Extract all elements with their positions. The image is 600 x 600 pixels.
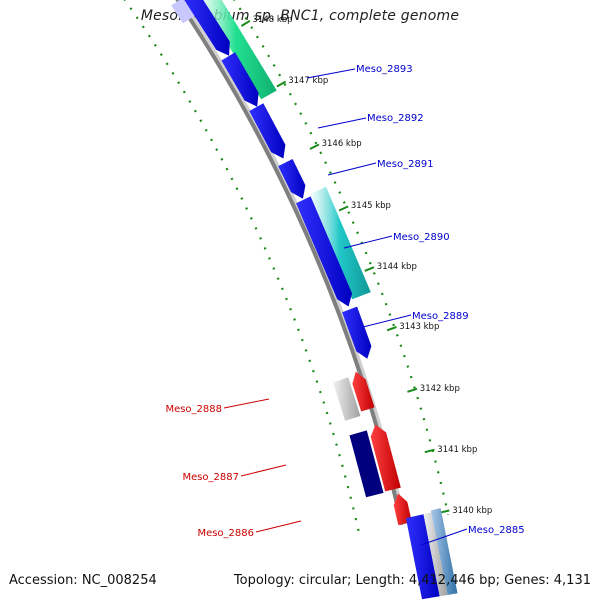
outer-dotted-ring xyxy=(233,0,450,515)
scale-tick xyxy=(338,205,349,212)
gene-label-meso_2893[interactable]: Meso_2893 xyxy=(356,64,413,75)
gene-block-forward-bottom xyxy=(405,514,440,600)
scale-tick xyxy=(364,266,375,272)
gene-label-leader xyxy=(317,117,367,129)
gene-label-leader xyxy=(306,68,356,79)
gene-arrow-forward xyxy=(221,52,259,107)
scale-tick-label: 3146 kbp xyxy=(322,139,362,149)
scale-tick-label: 3144 kbp xyxy=(377,262,417,272)
pseudo-feature-bottom xyxy=(423,512,448,597)
gene-label-leader xyxy=(362,314,412,328)
scale-tick-label: 3143 kbp xyxy=(399,322,439,332)
gene-label-meso_2886[interactable]: Meso_2886 xyxy=(197,528,254,539)
scale-tick xyxy=(309,143,320,150)
gene-arrow-forward xyxy=(184,0,230,56)
scale-tick-label: 3141 kbp xyxy=(437,445,477,455)
gene-label-meso_2890[interactable]: Meso_2890 xyxy=(393,232,450,243)
scale-tick xyxy=(386,326,397,332)
scale-tick xyxy=(407,387,418,393)
gene-label-meso_2887[interactable]: Meso_2887 xyxy=(182,472,239,483)
gene-label-meso_2889[interactable]: Meso_2889 xyxy=(412,311,469,322)
gene-arrow-reverse xyxy=(393,493,412,526)
scale-tick xyxy=(240,19,251,27)
gene-label-leader xyxy=(327,162,377,176)
gene-arrow-forward xyxy=(278,159,306,199)
gene-arrow-forward xyxy=(249,103,286,159)
accession-text: Accession: NC_008254 xyxy=(9,573,157,588)
scale-tick-label: 3140 kbp xyxy=(452,506,492,516)
scale-tick xyxy=(424,448,435,454)
gene-label-meso_2891[interactable]: Meso_2891 xyxy=(377,159,434,170)
scale-tick-label: 3147 kbp xyxy=(288,76,328,86)
gene-label-meso_2888[interactable]: Meso_2888 xyxy=(165,404,222,415)
gene-block-dark xyxy=(349,430,384,498)
scale-tick-label: 3142 kbp xyxy=(420,384,460,394)
scale-tick-label: 3148 kbp xyxy=(253,15,293,25)
gene-label-leader xyxy=(343,235,393,249)
gene-label-leader xyxy=(240,464,287,477)
gene-label-leader xyxy=(223,398,270,409)
cds-feature-bottom xyxy=(430,508,458,595)
genome-summary-text: Topology: circular; Length: 4,412,446 bp… xyxy=(233,573,591,588)
pseudo-feature-block xyxy=(333,377,361,421)
gene-label-leader xyxy=(255,520,302,533)
gene-arrow-forward xyxy=(296,196,353,307)
scale-tick-label: 3145 kbp xyxy=(351,201,391,211)
rna-feature-block xyxy=(200,0,277,100)
scale-tick xyxy=(276,80,287,88)
gene-label-meso_2892[interactable]: Meso_2892 xyxy=(367,113,424,124)
gene-arrow-reverse xyxy=(370,424,401,492)
gene-label-meso_2885[interactable]: Meso_2885 xyxy=(468,525,525,536)
gene-label-leader xyxy=(420,528,468,546)
gene-arrow-reverse xyxy=(352,371,375,412)
gene-arrow-forward xyxy=(342,306,372,359)
cds-feature-block xyxy=(307,186,371,300)
